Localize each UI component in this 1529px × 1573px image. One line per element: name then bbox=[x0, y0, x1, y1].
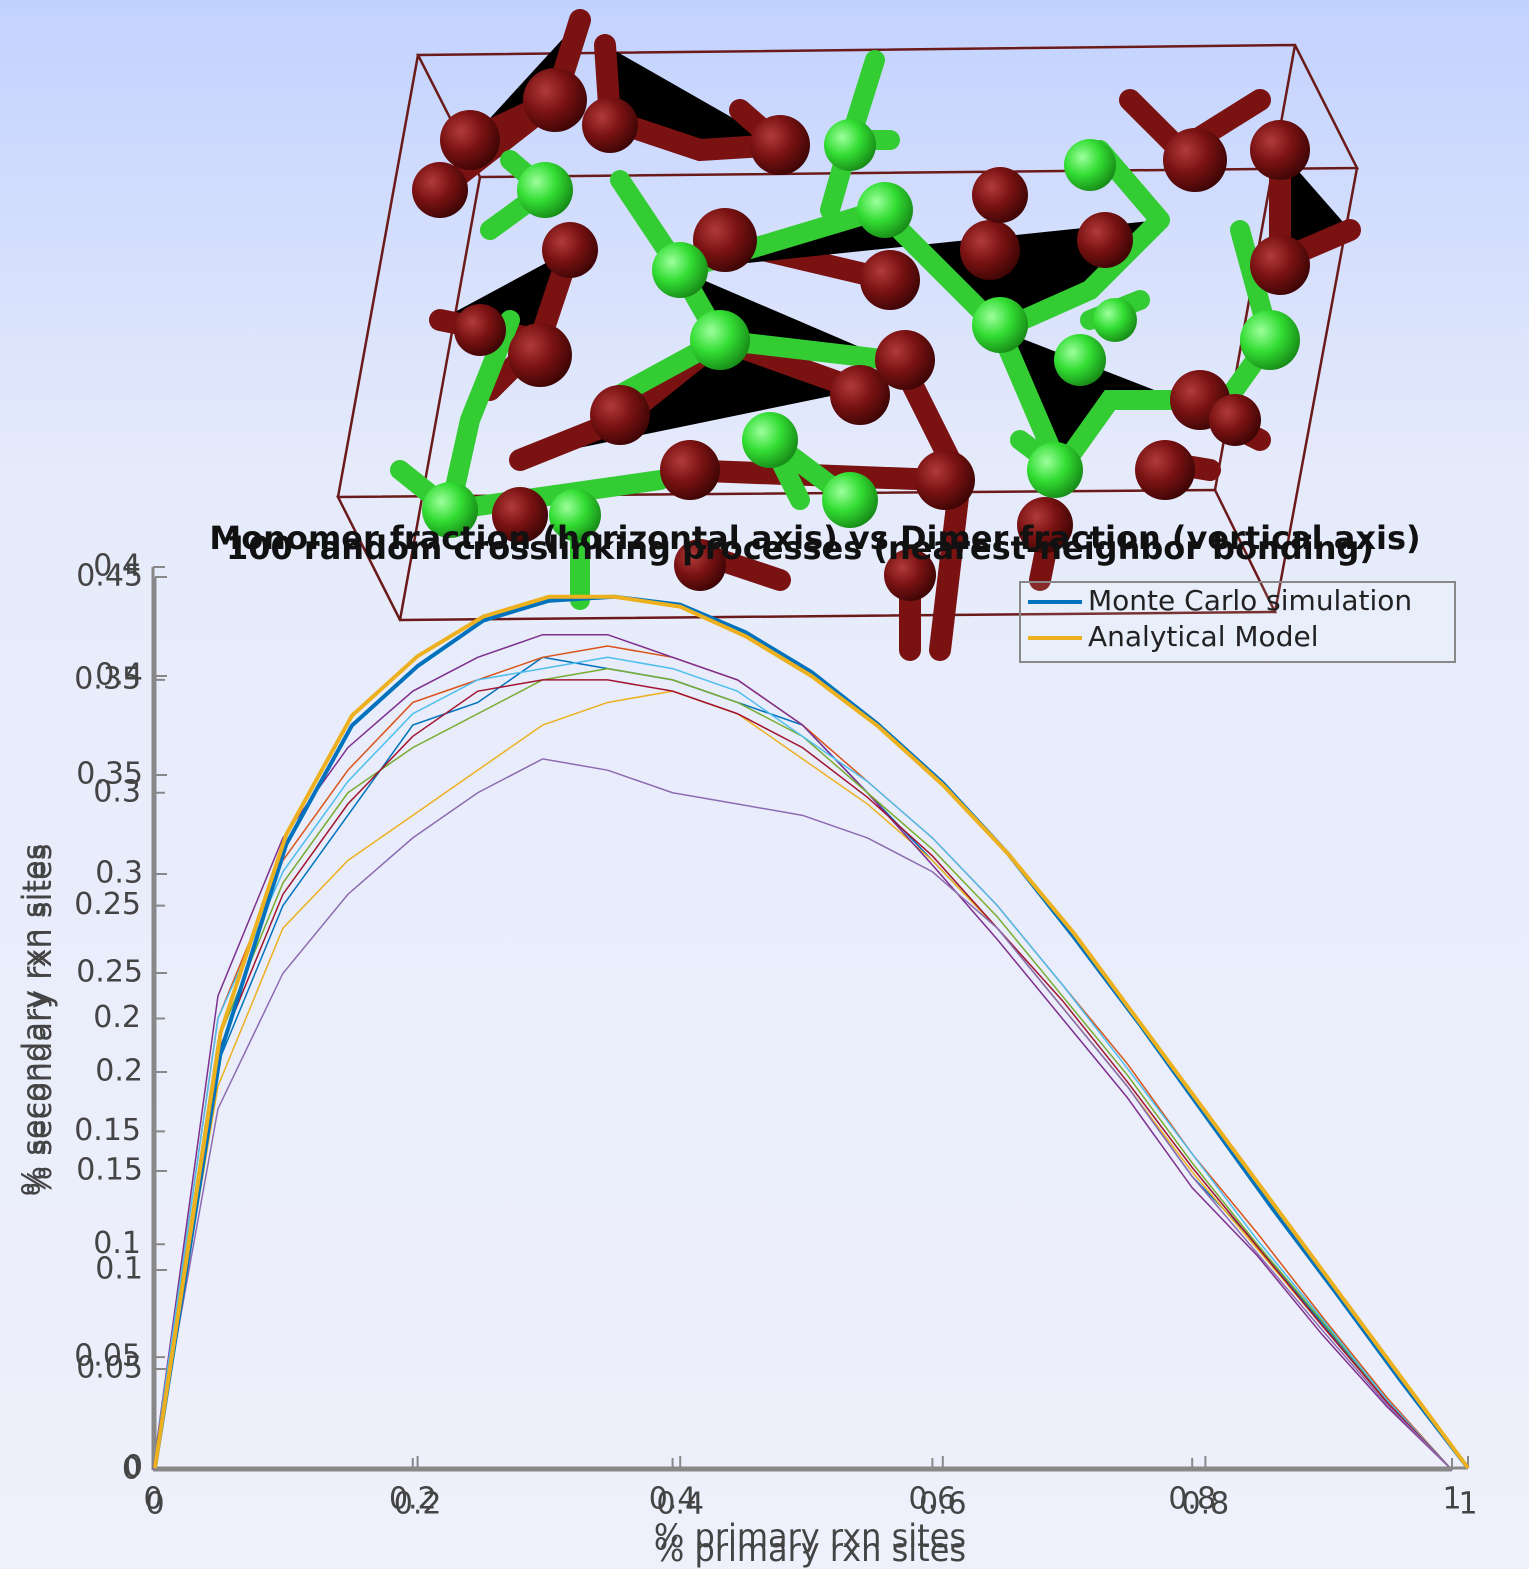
y-axis-label: % secondary rxn sites bbox=[15, 844, 53, 1197]
y-tick-label: 0.45 bbox=[76, 559, 143, 594]
x-tick-label: 0.8 bbox=[1182, 1487, 1230, 1522]
y-tick-label: 0.05 bbox=[76, 1351, 143, 1386]
molecule-render bbox=[335, 9, 1361, 661]
red-atoms bbox=[412, 68, 1310, 601]
green-atoms bbox=[422, 119, 1300, 541]
y-tick-label: 0.35 bbox=[76, 757, 143, 792]
data-line bbox=[152, 656, 1453, 1471]
x-tick-label: 0.6 bbox=[909, 1482, 957, 1517]
chart-title: 100 random crosslinking processes (neare… bbox=[226, 529, 1374, 567]
y-tick-label: 0 bbox=[122, 1452, 141, 1487]
x-tick-label: 1 bbox=[1442, 1482, 1461, 1517]
data-line bbox=[152, 758, 1453, 1471]
legend-box bbox=[1019, 581, 1456, 663]
y-tick-label: 0.2 bbox=[95, 1054, 143, 1089]
x-tick-label: 0.4 bbox=[656, 1487, 704, 1522]
legend-label: Analytical Model bbox=[1088, 620, 1318, 653]
chart: 00.050.10.150.20.250.30.350.40.450 0.2 0.4… bbox=[15, 529, 1478, 1569]
y-tick-label: 0.35 bbox=[74, 661, 141, 696]
y-tick-label: 0.4 bbox=[93, 549, 141, 584]
legend-label: Monte Carlo simulation bbox=[1088, 584, 1412, 617]
y-tick-label: 0.15 bbox=[76, 1153, 143, 1188]
y-tick-label: 0 bbox=[124, 1450, 143, 1485]
y-tick-label: 0.1 bbox=[95, 1252, 143, 1287]
y-tick-label: 0.05 bbox=[74, 1339, 141, 1374]
data-line bbox=[153, 594, 1470, 1470]
y-tick-label: 0.15 bbox=[74, 1113, 141, 1148]
x-tick-label: 0 bbox=[145, 1487, 164, 1522]
y-tick-label: 0.3 bbox=[93, 774, 141, 809]
y-tick-label: 0.25 bbox=[74, 887, 141, 922]
x-tick-label: 0.4 bbox=[649, 1482, 697, 1517]
data-line bbox=[152, 679, 1453, 1471]
y-tick-label: 0.3 bbox=[95, 856, 143, 891]
data-line bbox=[152, 633, 1453, 1471]
x-tick-label: 0 bbox=[143, 1482, 162, 1517]
x-tick-label: 1 bbox=[1458, 1487, 1477, 1522]
y-tick-label: 0.4 bbox=[95, 658, 143, 693]
y-axis-label: % secondary rxn sites bbox=[21, 844, 59, 1197]
y-tick-label: 0.2 bbox=[93, 1000, 141, 1035]
x-tick-label: 0.2 bbox=[394, 1487, 442, 1522]
y-tick-label: 0.1 bbox=[93, 1226, 141, 1261]
x-tick-label: 0.6 bbox=[919, 1487, 967, 1522]
x-tick-label: 0.8 bbox=[1168, 1482, 1216, 1517]
x-tick-label: 0.2 bbox=[389, 1482, 437, 1517]
chart: 00.050.10.150.20.250.30.350.40 0.2 0.4 0.6 0… bbox=[21, 519, 1462, 1555]
data-line bbox=[152, 690, 1453, 1471]
charts: 00.050.10.150.20.250.30.350.40 0.2 0.4 0.6 0… bbox=[15, 519, 1478, 1569]
x-axis-label: % primary rxn sites bbox=[654, 1531, 966, 1569]
x-axis-label: % primary rxn sites bbox=[654, 1517, 966, 1555]
data-line bbox=[153, 594, 1470, 1470]
chart-title: Monomer fraction (horizontal axis) vs Di… bbox=[209, 519, 1420, 557]
y-tick-label: 0.25 bbox=[76, 955, 143, 990]
